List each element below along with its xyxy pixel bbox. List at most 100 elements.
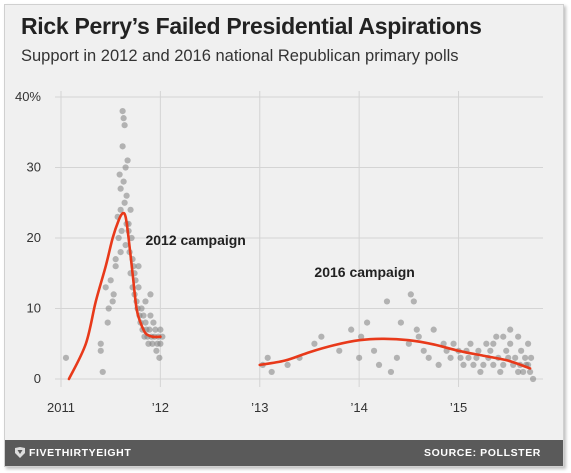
poll-point-2016 (500, 333, 507, 340)
poll-point-2012 (127, 206, 134, 213)
poll-point-2016 (383, 298, 391, 305)
brand-label: FIVETHIRTYEIGHT (29, 447, 132, 459)
poll-point-2016 (493, 333, 500, 340)
poll-point-2012 (62, 354, 70, 361)
poll-point-2016 (435, 361, 442, 368)
y-tick-label: 30 (27, 160, 41, 175)
poll-point-2016 (529, 375, 537, 383)
poll-point-2012 (147, 291, 154, 298)
poll-point-2016 (430, 326, 437, 333)
poll-point-2016 (500, 361, 507, 368)
poll-point-2016 (311, 340, 318, 347)
source-label: SOURCE: POLLSTER (424, 447, 541, 459)
poll-point-2016 (522, 354, 529, 361)
poll-point-2016 (477, 368, 484, 376)
poll-point-2016 (397, 319, 404, 326)
trend-line-2016 (258, 337, 532, 370)
poll-point-2016 (375, 361, 383, 368)
poll-point-2012 (153, 347, 160, 354)
scatter-chart: 0 10 20 30 40% 2011 ’12 ’13 ’14 ’15 2012 campaign 2… (15, 89, 543, 415)
poll-point-2012 (142, 298, 149, 305)
poll-point-2012 (97, 347, 104, 354)
poll-point-2016 (475, 347, 482, 354)
poll-point-2012 (107, 277, 114, 284)
poll-point-2016 (524, 340, 532, 347)
poll-point-2016 (507, 326, 514, 333)
fivethirtyeight-logo-icon (15, 447, 25, 458)
poll-point-2016 (460, 361, 467, 368)
poll-point-2012 (119, 108, 126, 115)
poll-point-2012 (105, 305, 112, 312)
poll-point-2016 (527, 354, 535, 361)
poll-point-2016 (480, 361, 487, 368)
poll-point-2012 (135, 284, 142, 291)
poll-point-2012 (117, 249, 124, 256)
poll-point-2016 (473, 354, 480, 361)
poll-point-2016 (490, 340, 497, 347)
poll-point-2016 (363, 319, 371, 326)
poll-point-2016 (518, 347, 525, 354)
x-tick-label: ’12 (152, 400, 169, 415)
poll-point-2016 (483, 340, 490, 347)
y-tick-label: 10 (27, 301, 41, 316)
poll-point-2016 (407, 291, 414, 298)
poll-point-2016 (487, 347, 494, 354)
poll-point-2012 (150, 319, 157, 326)
poll-point-2016 (503, 347, 510, 354)
annotation-label: 2012 campaign (145, 232, 245, 248)
poll-point-2016 (497, 368, 504, 376)
x-tick-label: ’15 (450, 400, 467, 415)
poll-point-2016 (470, 361, 477, 368)
poll-point-2016 (405, 340, 412, 347)
poll-point-2016 (348, 326, 355, 333)
poll-point-2012 (123, 192, 130, 199)
poll-point-2016 (420, 347, 427, 354)
poll-point-2016 (415, 333, 422, 340)
poll-point-2016 (515, 368, 522, 376)
poll-point-2016 (370, 347, 378, 354)
poll-point-2012 (152, 326, 159, 333)
poll-point-2012 (124, 157, 131, 164)
footer-bar: FIVETHIRTYEIGHT SOURCE: POLLSTER (5, 440, 563, 466)
poll-point-2016 (387, 368, 395, 376)
poll-point-2016 (356, 354, 363, 361)
poll-point-2012 (135, 263, 142, 270)
poll-point-2012 (120, 115, 127, 122)
poll-point-2012 (99, 368, 106, 376)
poll-point-2012 (121, 199, 128, 206)
poll-point-2012 (117, 206, 124, 213)
poll-point-2016 (507, 340, 514, 347)
poll-point-2012 (138, 305, 145, 312)
y-tick-label: 20 (27, 230, 41, 245)
poll-point-2016 (425, 354, 432, 361)
poll-point-2016 (520, 368, 527, 376)
x-tick-label: ’13 (251, 400, 268, 415)
poll-point-2012 (146, 326, 153, 333)
poll-point-2016 (358, 333, 365, 340)
poll-point-2016 (450, 340, 457, 347)
poll-point-2012 (121, 122, 128, 129)
poll-point-2012 (97, 340, 104, 347)
poll-points (62, 108, 537, 383)
poll-point-2012 (157, 340, 164, 347)
poll-point-2012 (122, 241, 129, 249)
poll-point-2012 (104, 319, 111, 326)
poll-point-2012 (118, 227, 125, 235)
poll-point-2016 (410, 298, 417, 305)
poll-point-2012 (122, 164, 129, 171)
chart-title: Rick Perry’s Failed Presidential Aspirat… (21, 13, 482, 39)
chart-frame: Rick Perry’s Failed Presidential Aspirat… (4, 4, 564, 467)
poll-point-2012 (112, 263, 119, 270)
poll-point-2016 (284, 361, 291, 368)
poll-point-2016 (268, 368, 275, 376)
poll-point-2012 (120, 178, 127, 185)
poll-point-2012 (142, 319, 149, 326)
x-tick-label: ’14 (350, 400, 367, 415)
y-tick-label: 40% (15, 89, 41, 104)
poll-point-2012 (116, 171, 123, 178)
x-tick-label: 2011 (47, 400, 75, 415)
poll-point-2016 (515, 333, 522, 340)
trend-line-2012 (67, 211, 162, 381)
poll-point-2012 (109, 298, 116, 305)
poll-point-2012 (110, 291, 117, 298)
